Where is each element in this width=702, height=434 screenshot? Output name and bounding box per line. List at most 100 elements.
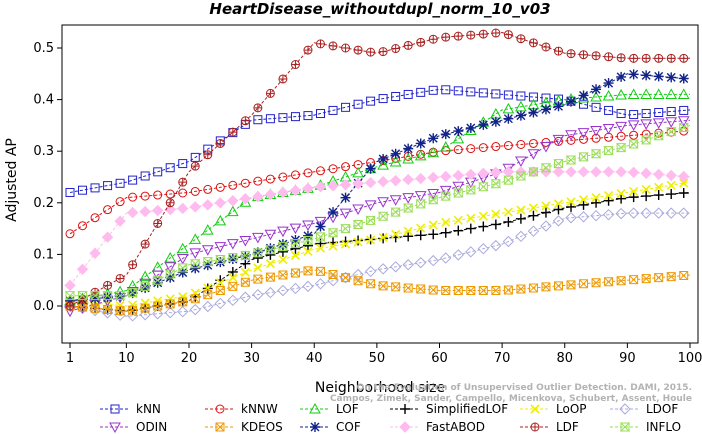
data-point-kdeos: [666, 272, 676, 282]
data-point-ldof: [678, 207, 690, 219]
data-point-kdeos: [416, 284, 426, 294]
data-point-knn: [666, 106, 676, 116]
data-point-ldf: [604, 52, 614, 62]
series-layer: [64, 28, 691, 322]
data-point-knn: [641, 109, 651, 119]
data-point-ldof: [352, 268, 364, 281]
data-point-ldof: [652, 207, 665, 219]
data-point-fastabod: [678, 170, 690, 183]
data-point-knn: [528, 92, 538, 102]
data-point-knn: [128, 175, 138, 185]
series-fastabod: [64, 166, 691, 292]
data-point-ldof: [151, 308, 164, 320]
data-point-inflo: [540, 163, 552, 173]
data-point-cof: [102, 292, 113, 303]
data-point-knn: [178, 159, 188, 169]
legend-item-knnw: kNNW: [205, 402, 278, 416]
data-point-ldf: [328, 41, 338, 51]
data-point-kdeos: [240, 277, 250, 287]
data-point-simplifiedlof: [578, 199, 589, 210]
data-point-knn: [278, 113, 288, 123]
data-point-knnw: [215, 182, 225, 192]
data-point-ldf: [441, 32, 451, 42]
data-point-fastabod: [101, 231, 114, 243]
data-point-cof: [566, 96, 577, 107]
data-point-odin: [590, 126, 602, 137]
data-point-simplifiedlof: [465, 223, 476, 234]
data-point-ldof: [252, 288, 264, 301]
data-point-simplifiedlof: [616, 193, 627, 204]
data-point-odin: [439, 185, 452, 197]
x-tick-label: 70: [494, 351, 511, 366]
data-point-ldf: [278, 74, 288, 84]
legend-label-knn: kNN: [136, 402, 161, 416]
data-point-ldf: [654, 53, 664, 63]
y-tick-label: 0.4: [33, 93, 54, 108]
data-point-odin: [527, 149, 540, 160]
data-point-knnw: [328, 164, 338, 174]
data-point-lof: [502, 102, 515, 114]
data-point-kdeos: [341, 273, 351, 283]
data-point-loop: [553, 199, 564, 209]
data-point-lof: [590, 90, 602, 102]
data-point-kdeos: [604, 277, 614, 287]
x-tick-label: 60: [431, 351, 448, 366]
data-point-knn: [253, 115, 263, 125]
legend-label-ldof: LDOF: [646, 402, 678, 416]
data-point-ldof: [289, 282, 302, 295]
data-point-loop: [578, 195, 589, 205]
data-point-lof: [439, 141, 452, 152]
legend-marker-odin: [109, 422, 121, 434]
data-point-loop: [516, 205, 526, 215]
data-point-kdeos: [566, 280, 576, 290]
data-point-inflo: [553, 159, 564, 169]
data-point-odin: [602, 123, 615, 135]
y-tick-label: 0.3: [33, 144, 54, 159]
x-tick-label: 50: [369, 351, 386, 366]
legend-marker-kdeos: [215, 422, 225, 432]
data-point-kdeos: [115, 306, 125, 316]
data-point-inflo: [215, 255, 226, 265]
data-point-loop: [666, 180, 676, 190]
data-point-kdeos: [203, 290, 213, 300]
data-point-fastabod: [339, 179, 352, 191]
data-point-loop: [428, 220, 438, 230]
y-axis-label: Adjusted AP: [4, 138, 20, 222]
data-point-inflo: [114, 291, 126, 301]
data-point-inflo: [102, 291, 113, 301]
data-point-loop: [416, 223, 426, 233]
data-point-knn: [78, 185, 88, 195]
data-point-ldf: [103, 280, 113, 290]
data-point-knn: [654, 108, 664, 117]
data-point-knn: [391, 92, 401, 102]
data-point-kdeos: [316, 266, 326, 276]
data-point-knnw: [528, 138, 538, 148]
data-point-ldof: [139, 309, 151, 321]
data-point-kdeos: [553, 281, 563, 291]
legend-marker-simplifiedlof: [400, 404, 410, 414]
data-point-knn: [516, 91, 526, 101]
data-point-kdeos: [153, 301, 163, 311]
data-point-fastabod: [402, 173, 414, 186]
data-point-loop: [353, 237, 363, 247]
data-point-ldof: [615, 207, 627, 220]
data-point-ldf: [316, 39, 326, 49]
data-point-knnw: [466, 144, 476, 154]
data-point-knn: [153, 167, 163, 177]
legend-item-kdeos: KDEOS: [205, 420, 283, 434]
x-tick-label: 20: [181, 351, 198, 366]
data-point-ldf: [579, 50, 589, 60]
data-point-ldof: [502, 235, 515, 248]
data-point-ldof: [327, 275, 339, 287]
data-point-odin: [277, 226, 289, 238]
data-point-lof: [176, 242, 189, 254]
data-point-knn: [341, 102, 351, 112]
data-point-loop: [453, 215, 463, 225]
data-point-ldf: [591, 51, 601, 61]
data-point-odin: [389, 195, 402, 206]
data-point-inflo: [315, 232, 326, 242]
data-point-knn: [290, 112, 300, 122]
data-point-lof: [665, 88, 678, 99]
data-point-ldof: [465, 246, 477, 258]
data-point-fastabod: [640, 167, 652, 180]
